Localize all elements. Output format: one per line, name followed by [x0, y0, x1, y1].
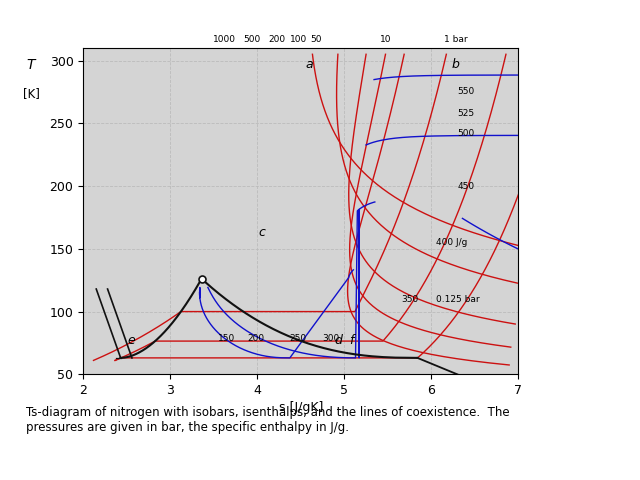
Text: 0.125 bar: 0.125 bar [436, 295, 479, 303]
Text: e: e [127, 334, 135, 347]
Text: T: T [27, 58, 35, 72]
Text: [K]: [K] [22, 87, 40, 100]
Text: Ts-diagram of nitrogen with isobars, isenthalps, and the lines of coexistence.  : Ts-diagram of nitrogen with isobars, ise… [26, 406, 509, 433]
Text: 300: 300 [323, 334, 340, 343]
Text: 250: 250 [290, 334, 307, 343]
Text: 550: 550 [458, 87, 475, 96]
Text: 350: 350 [401, 295, 418, 303]
Text: 200: 200 [269, 35, 286, 44]
Text: b: b [452, 58, 460, 71]
X-axis label: s [J/gK]: s [J/gK] [278, 401, 323, 414]
Text: f: f [349, 334, 353, 347]
Text: 400 J/g: 400 J/g [436, 238, 467, 247]
Text: 50: 50 [310, 35, 321, 44]
Text: 525: 525 [458, 109, 475, 118]
Text: a: a [306, 58, 314, 71]
Text: 200: 200 [247, 334, 264, 343]
Text: c: c [258, 226, 265, 239]
Text: 1 bar: 1 bar [444, 35, 468, 44]
Text: 500: 500 [458, 129, 475, 138]
Text: 500: 500 [243, 35, 260, 44]
Text: d: d [334, 334, 342, 347]
Text: 150: 150 [218, 334, 236, 343]
Text: 100: 100 [289, 35, 307, 44]
Text: 450: 450 [458, 181, 475, 191]
Text: 1000: 1000 [212, 35, 236, 44]
Text: 10: 10 [380, 35, 391, 44]
